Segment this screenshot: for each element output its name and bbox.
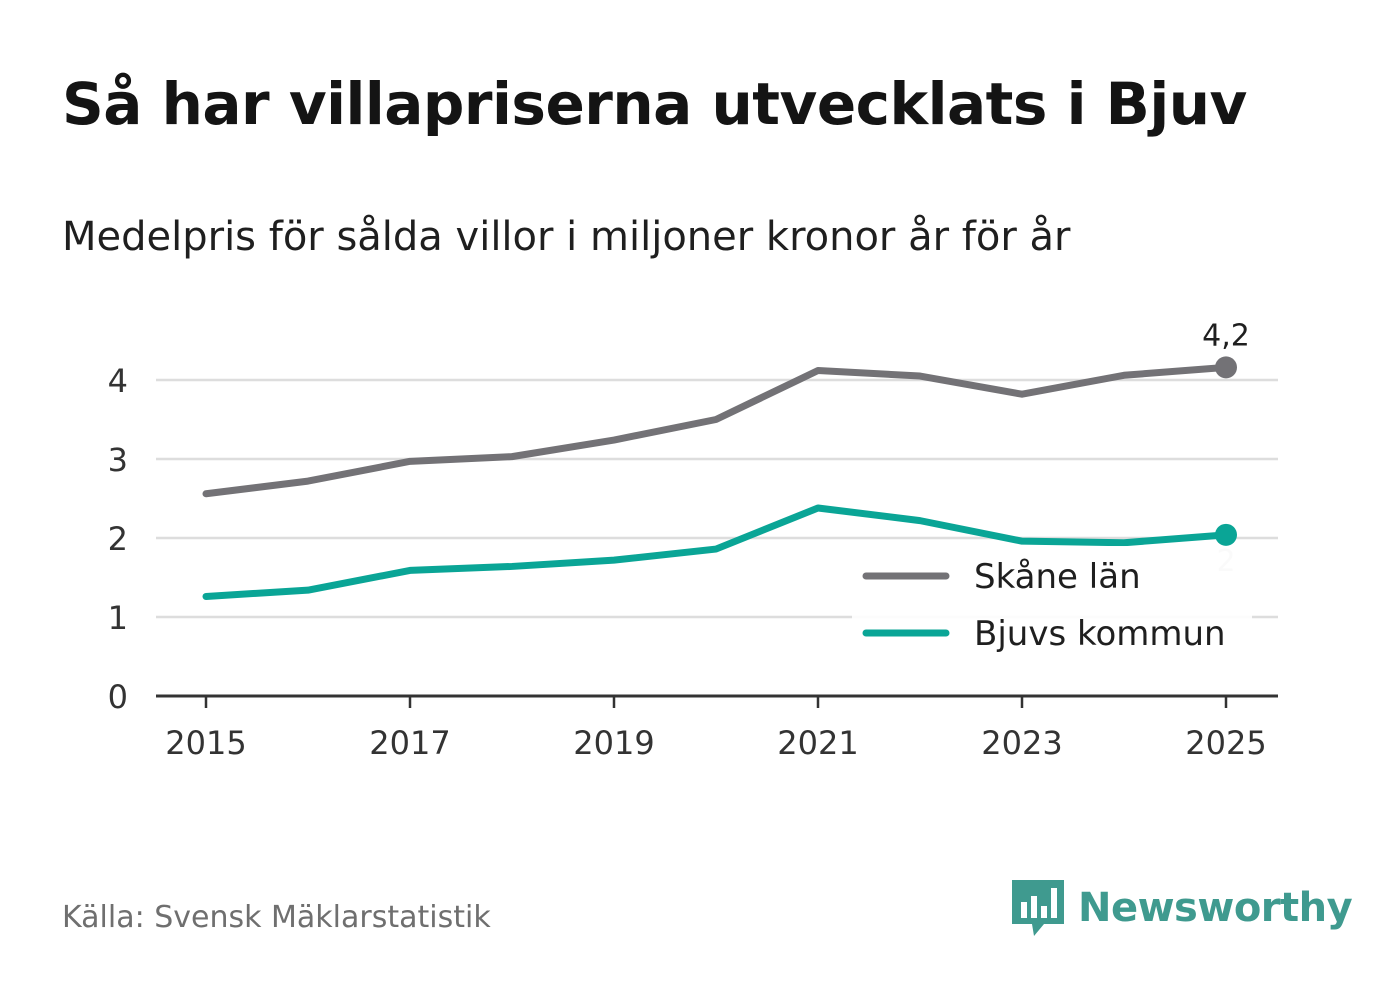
x-tick-label: 2017 <box>369 724 450 762</box>
chart-title: Så har villapriserna utvecklats i Bjuv <box>62 70 1247 138</box>
x-tick-label: 2021 <box>777 724 858 762</box>
legend-label: Bjuvs kommun <box>974 614 1226 654</box>
series-endpoint <box>1215 523 1237 546</box>
y-tick-label: 1 <box>108 599 128 637</box>
series-line-skane-lan <box>202 363 1230 498</box>
legend: Skåne län Bjuvs kommun <box>852 546 1252 662</box>
brand-name: Newsworthy <box>1078 885 1353 931</box>
y-tick-label: 2 <box>108 520 128 558</box>
legend-label: Skåne län <box>974 557 1141 597</box>
newsworthy-logo-icon <box>1012 880 1064 936</box>
x-tick-label: 2025 <box>1185 724 1266 762</box>
y-tick-label: 0 <box>108 678 128 716</box>
y-tick-label: 3 <box>108 441 128 479</box>
series-endpoint <box>1215 356 1237 379</box>
brand-logo[interactable]: Newsworthy <box>1010 878 1353 938</box>
axes: 0 1 2 3 4 2015 2017 2019 2021 2023 2025 <box>108 362 1278 762</box>
legend-background <box>852 546 1252 662</box>
chart-subtitle: Medelpris för sålda villor i miljoner kr… <box>62 214 1071 260</box>
y-tick-label: 4 <box>108 362 128 400</box>
series: 4,22 <box>202 318 1250 600</box>
source-note: Källa: Svensk Mäklarstatistik <box>62 900 491 935</box>
series-line-bjuvs-kommun <box>202 504 1230 600</box>
series-end-label: 4,2 <box>1202 318 1250 353</box>
x-tick-label: 2023 <box>981 724 1062 762</box>
x-tick-label: 2019 <box>573 724 654 762</box>
x-tick-label: 2015 <box>165 724 246 762</box>
